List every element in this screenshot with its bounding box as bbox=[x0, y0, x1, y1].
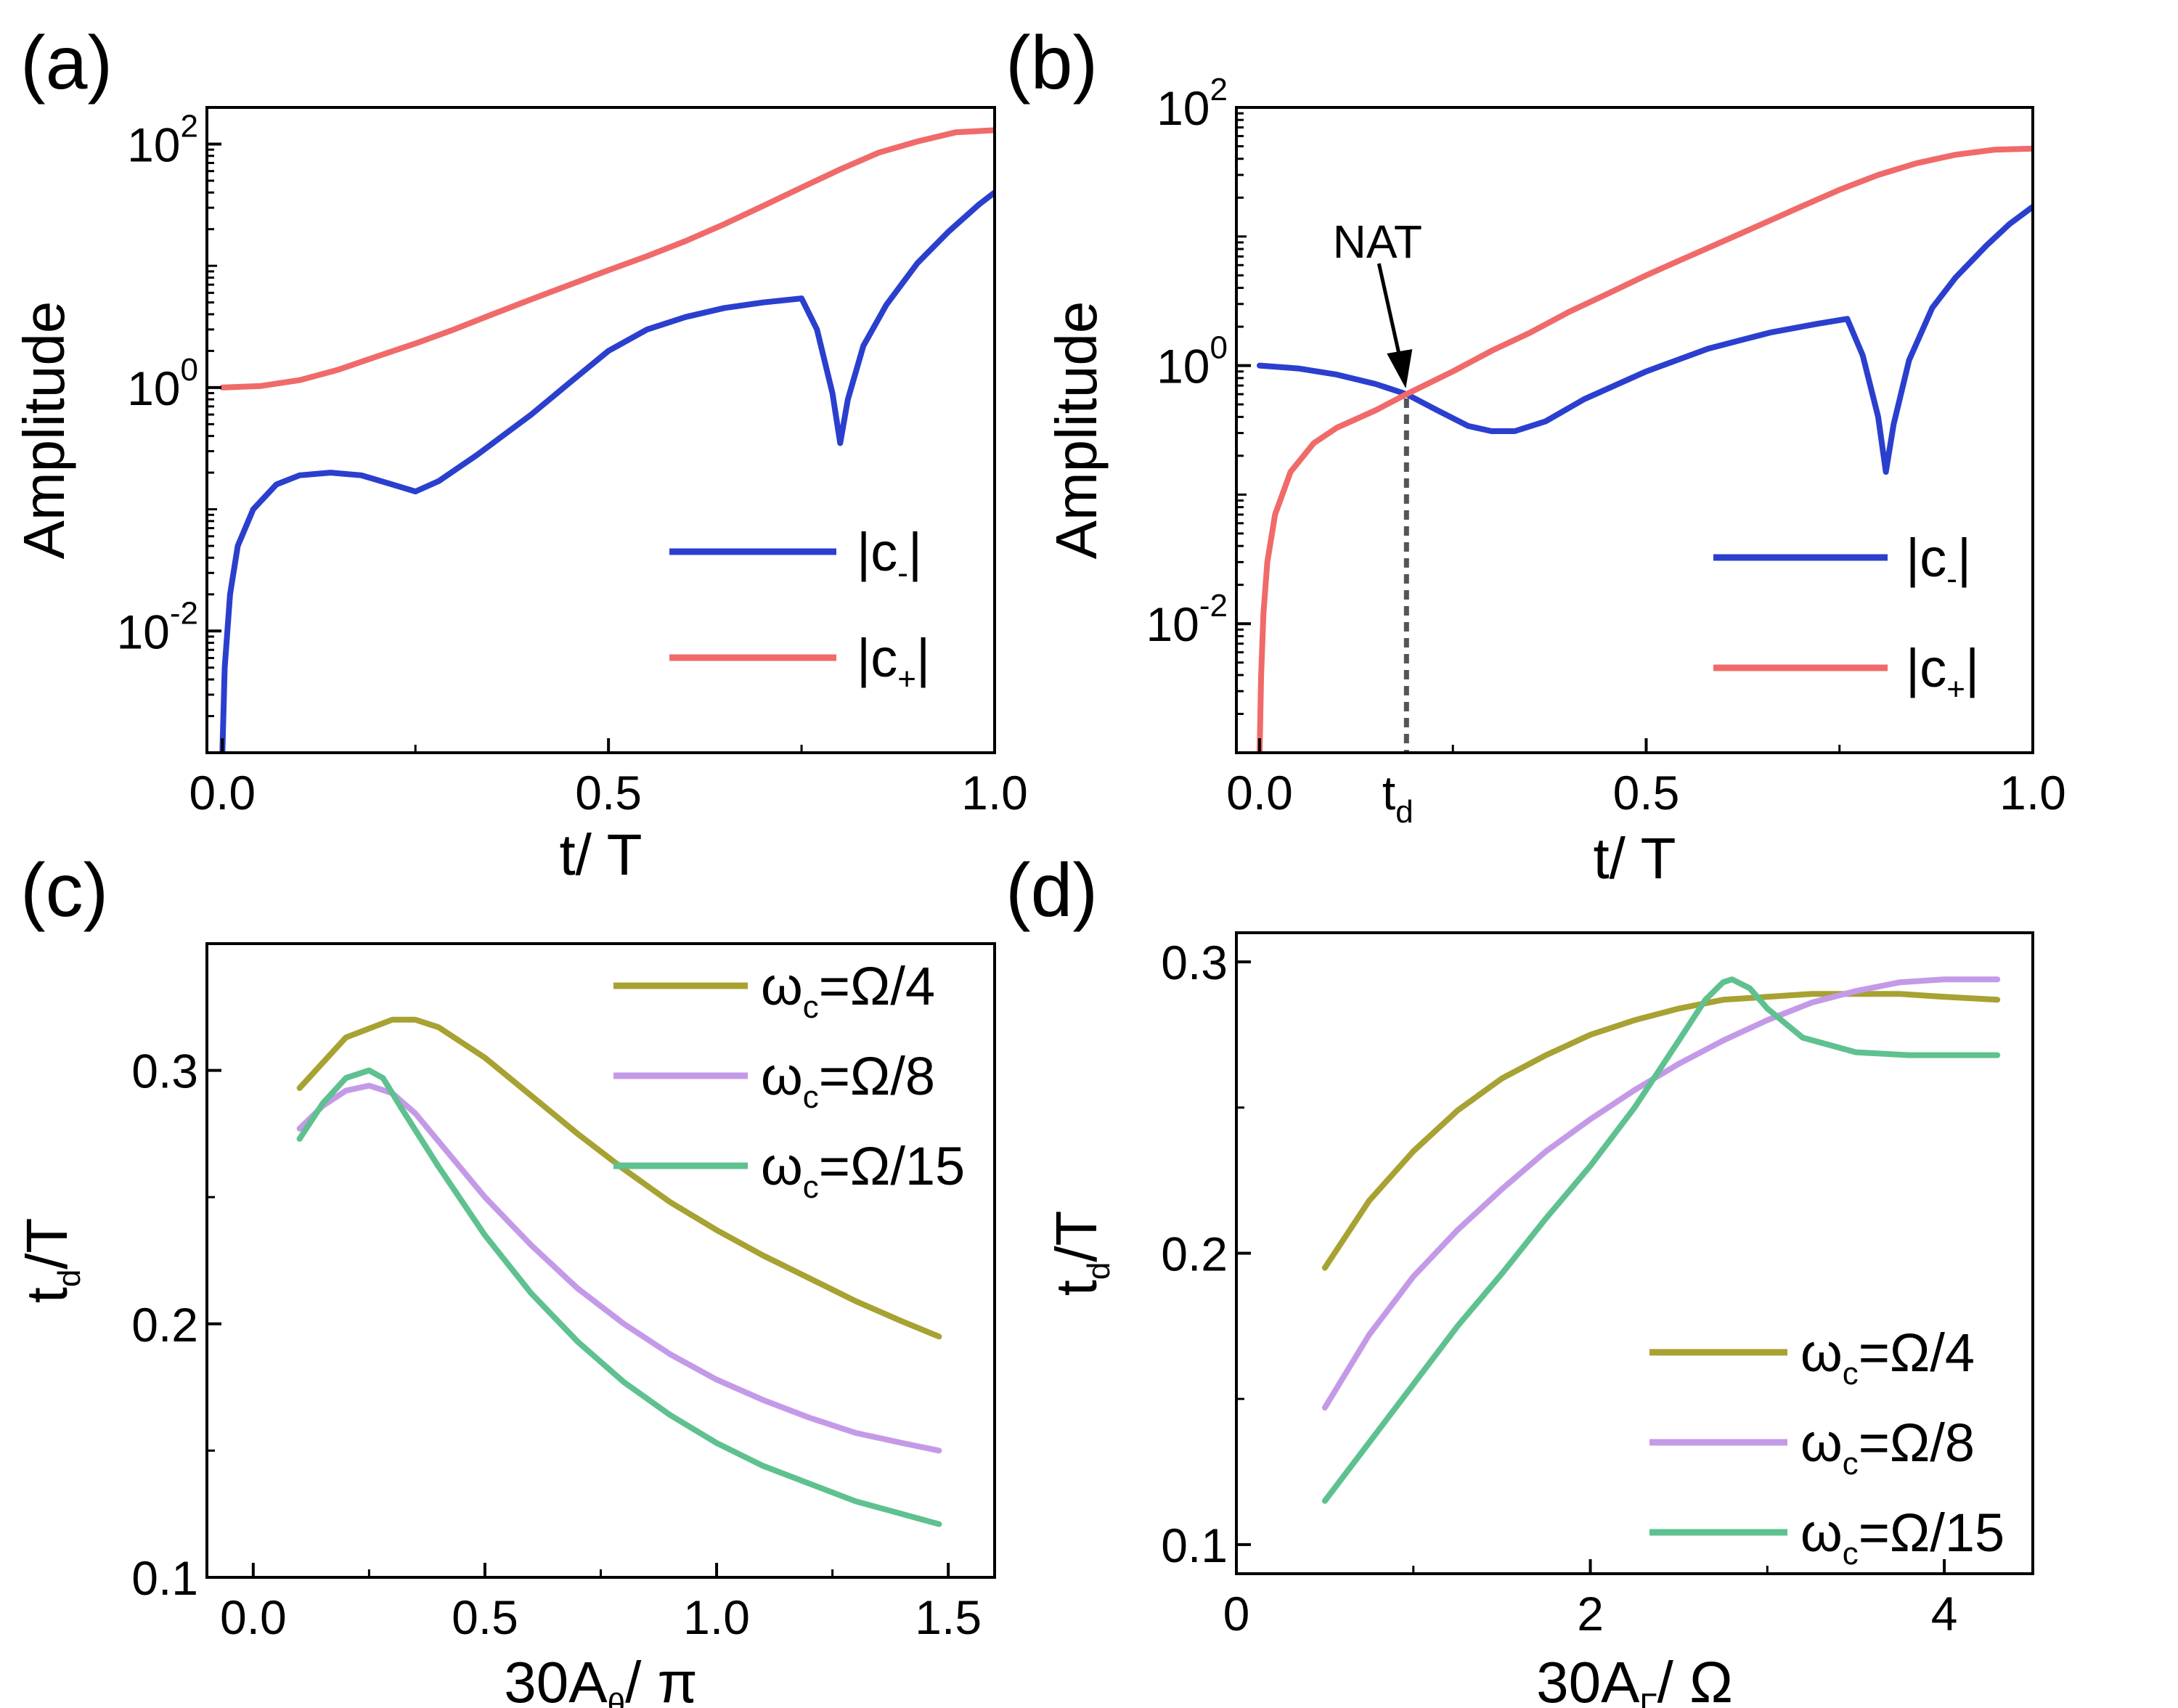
y-axis-title-b: Amplitude bbox=[1044, 301, 1109, 560]
nat-arrow-head bbox=[1387, 349, 1413, 389]
panel-d: 0 2 4 0.1 0.2 0.3 30AΓ/ Ω td/T (d) ωc=Ω/4 ωc=Ω/8 ωc… bbox=[1006, 849, 2034, 1708]
plot-frame-d bbox=[1235, 931, 2034, 1575]
plot-frame-b bbox=[1235, 106, 2034, 754]
x-tick-label-b-1: 0.5 bbox=[1613, 766, 1680, 820]
panel-c: 0.0 0.5 1.0 1.5 0.1 0.2 0.3 30Aθ/ π td/T (c) ωc=Ω/… bbox=[15, 849, 996, 1708]
legend-label-a-0: |c-| bbox=[857, 522, 922, 591]
nat-arrow-shaft bbox=[1376, 263, 1404, 369]
y-axis-title-d: td/T bbox=[1044, 1211, 1117, 1296]
x-tick-label-a-0: 0.0 bbox=[189, 766, 256, 820]
plot-frame-a bbox=[205, 106, 996, 754]
x-tick-label-a-2: 1.0 bbox=[961, 766, 1028, 820]
legend-label-d-1: ωc=Ω/8 bbox=[1800, 1413, 1975, 1482]
series-line-c-2 bbox=[296, 1067, 942, 1527]
series-line-a-1 bbox=[219, 127, 995, 391]
y-tick-label-c-0: 0.1 bbox=[131, 1551, 198, 1605]
y-tick-label-b-1: 100 bbox=[1157, 330, 1228, 393]
legend-label-c-1: ωc=Ω/8 bbox=[761, 1046, 935, 1115]
series-line-c-0 bbox=[296, 1016, 942, 1340]
x-tick-label-d-1: 2 bbox=[1577, 1587, 1604, 1640]
y-tick-label-a-2: 102 bbox=[127, 108, 198, 171]
x-axis-title-d: 30AΓ/ Ω bbox=[1536, 1650, 1733, 1708]
panel-label-a: (a) bbox=[20, 21, 113, 105]
series-line-c-1 bbox=[296, 1082, 942, 1454]
y-tick-label-d-0: 0.1 bbox=[1161, 1519, 1228, 1572]
x-tick-label-c-1: 0.5 bbox=[452, 1590, 518, 1644]
y-tick-label-d-2: 0.3 bbox=[1161, 936, 1228, 989]
x-tick-label-c-0: 0.0 bbox=[220, 1590, 287, 1644]
x-axis-title-c: 30Aθ/ π bbox=[504, 1650, 697, 1708]
series-line-b-0 bbox=[1257, 203, 2033, 475]
x-tick-label-c-3: 1.5 bbox=[915, 1590, 982, 1644]
y-tick-label-d-1: 0.2 bbox=[1161, 1227, 1228, 1281]
series-line-a-0 bbox=[219, 189, 995, 753]
x-tick-label-a-1: 0.5 bbox=[575, 766, 642, 820]
series-line-d-0 bbox=[1321, 991, 2001, 1271]
y-tick-label-c-2: 0.3 bbox=[131, 1045, 198, 1098]
y-tick-label-a-0: 10-2 bbox=[116, 595, 198, 658]
x-tick-label-c-2: 1.0 bbox=[683, 1590, 750, 1644]
x-tick-label-td: td bbox=[1382, 766, 1414, 830]
legend-label-c-0: ωc=Ω/4 bbox=[761, 956, 935, 1025]
y-tick-label-a-1: 100 bbox=[127, 352, 198, 415]
legend-label-b-1: |c+| bbox=[1906, 638, 1979, 707]
nat-annotation-label: NAT bbox=[1333, 216, 1422, 268]
x-tick-label-b-0: 0.0 bbox=[1226, 766, 1293, 820]
panel-b: NAT 0.0 0.5 1.0 td 10-2 100 102 t/ T Amplitude (b)… bbox=[1006, 21, 2066, 891]
x-tick-label-b-2: 1.0 bbox=[1999, 766, 2066, 820]
x-axis-title-a: t/ T bbox=[559, 822, 642, 887]
legend-label-b-0: |c-| bbox=[1906, 528, 1971, 597]
panel-label-b: (b) bbox=[1006, 21, 1098, 105]
legend-label-d-0: ωc=Ω/4 bbox=[1800, 1323, 1975, 1392]
series-line-d-2 bbox=[1321, 976, 2001, 1504]
y-tick-label-b-0: 10-2 bbox=[1146, 588, 1228, 651]
legend-label-d-2: ωc=Ω/15 bbox=[1800, 1503, 2004, 1572]
series-line-b-1 bbox=[1257, 145, 2033, 753]
panel-a: 0.0 0.5 1.0 10-2 100 102 t/ T Amplitude (a) |c-| |… bbox=[12, 21, 1028, 887]
legend-label-c-2: ωc=Ω/15 bbox=[761, 1136, 965, 1205]
panel-label-c: (c) bbox=[20, 849, 108, 933]
y-axis-title-c: td/T bbox=[15, 1218, 87, 1304]
y-tick-label-b-2: 102 bbox=[1157, 72, 1228, 135]
legend-label-a-1: |c+| bbox=[857, 628, 930, 697]
panel-label-d: (d) bbox=[1006, 849, 1098, 933]
y-tick-label-c-1: 0.2 bbox=[131, 1298, 198, 1352]
x-tick-label-d-2: 4 bbox=[1931, 1587, 1958, 1640]
plot-frame-c bbox=[205, 942, 996, 1579]
y-axis-title-a: Amplitude bbox=[12, 301, 76, 560]
x-axis-title-b: t/ T bbox=[1593, 826, 1676, 891]
x-tick-label-d-0: 0 bbox=[1223, 1587, 1250, 1640]
